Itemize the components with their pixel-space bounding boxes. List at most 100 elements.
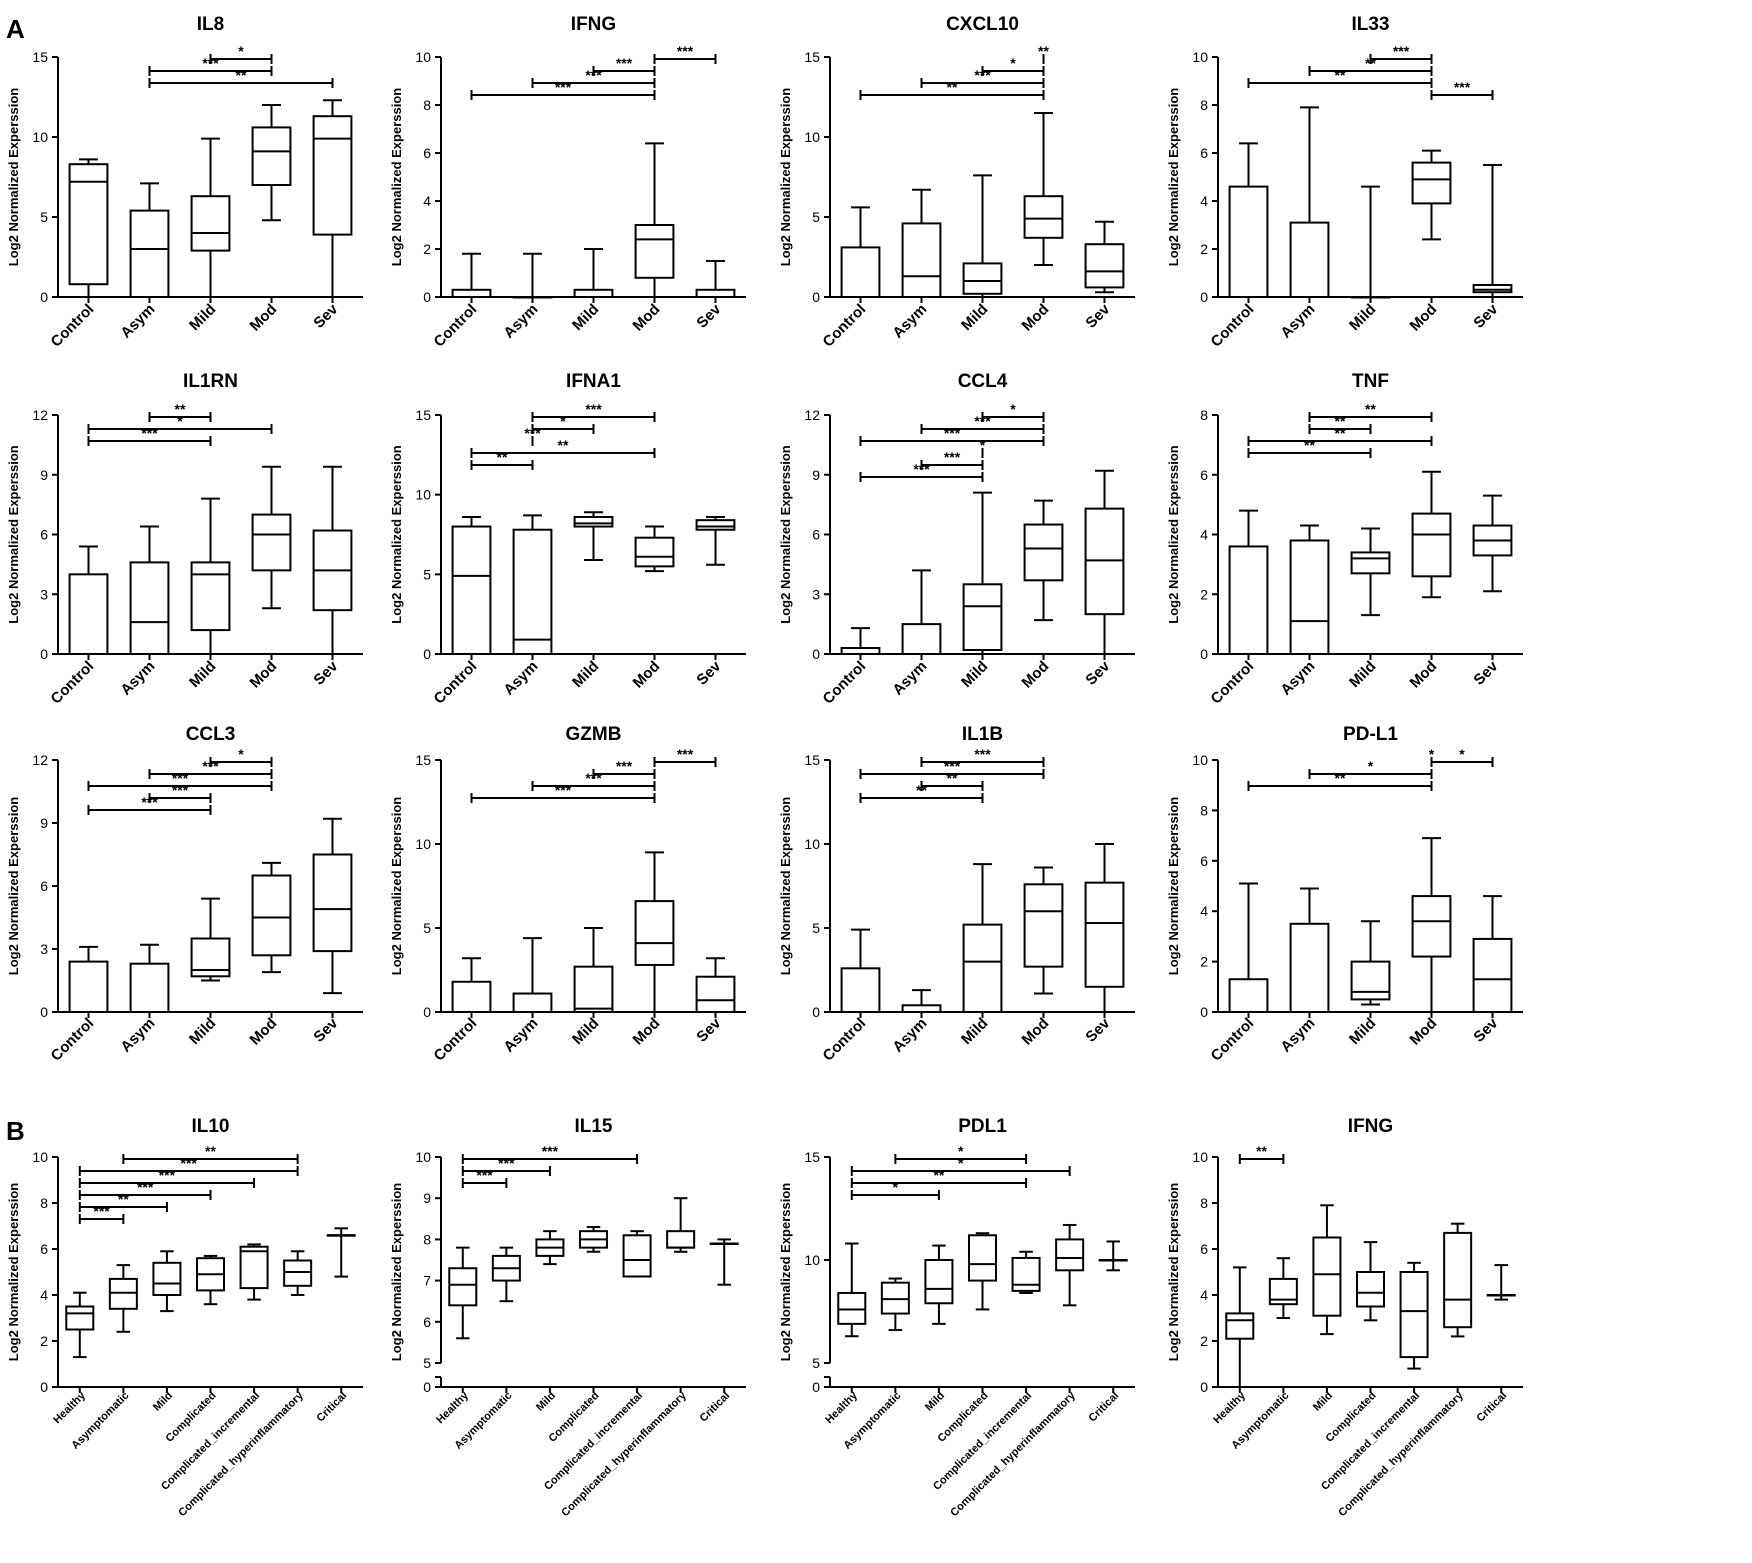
x-tick-label: Healthy: [434, 1389, 471, 1426]
box-iqr: [1023, 195, 1064, 239]
sig-label: ***: [172, 770, 189, 786]
y-axis-label: Log2 Normalized Experssion: [6, 1183, 21, 1361]
y-tick-label: 6: [812, 527, 820, 543]
box-iqr: [68, 163, 109, 286]
y-axis-label: Log2 Normalized Experssion: [778, 445, 793, 623]
x-tick-label: Mild: [569, 658, 602, 691]
y-tick-label: 6: [1200, 853, 1208, 869]
sig-label: ***: [677, 746, 694, 762]
y-axis-label: Log2 Normalized Experssion: [778, 1183, 793, 1361]
sig-label: ***: [555, 79, 572, 95]
box-iqr: [1289, 539, 1330, 655]
x-tick-label: Asym: [1277, 1015, 1318, 1056]
box-iqr: [451, 288, 492, 298]
sig-label: *: [958, 1143, 964, 1159]
x-tick-label: Control: [820, 658, 870, 708]
x-tick-label: Control: [820, 301, 870, 351]
y-tick-label: 8: [1200, 97, 1208, 113]
box-iqr: [573, 515, 614, 528]
sig-label: ***: [172, 782, 189, 798]
y-tick-label: 10: [1192, 752, 1208, 768]
box-iqr: [840, 967, 881, 1014]
y-tick-label: 0: [40, 289, 48, 305]
chart-title: IFNA1: [566, 371, 621, 392]
sig-label: ***: [181, 1155, 198, 1171]
y-tick-label: 0: [1200, 1004, 1208, 1020]
y-tick-label: 0: [40, 1379, 48, 1395]
y-axis-label: Log2 Normalized Experssion: [6, 88, 21, 266]
sig-label: **: [947, 770, 958, 786]
chart-title: IL8: [197, 14, 224, 35]
y-axis-label: Log2 Normalized Experssion: [389, 797, 404, 975]
x-tick-label: Mild: [1346, 658, 1379, 691]
y-tick-label: 2: [1200, 586, 1208, 602]
chart-il1b-10: IL1B Log2 Normalized Experssion 0 5 10 15 Cont…: [778, 724, 1135, 1065]
chart-pd-l1-11: PD-L1 Log2 Normalized Experssion 0 2 4 6 8 10 Co…: [1166, 724, 1523, 1065]
y-axis-label: Log2 Normalized Experssion: [1166, 1183, 1181, 1361]
y-tick-label: 9: [40, 815, 48, 831]
y-axis-label: Log2 Normalized Experssion: [389, 88, 404, 266]
box-iqr: [901, 623, 942, 655]
y-tick-label: 10: [804, 1252, 820, 1268]
x-tick-label: Mild: [186, 1015, 219, 1048]
x-tick-label: Mild: [958, 658, 991, 691]
x-tick-label: Mod: [1407, 658, 1441, 692]
chart-il8-0: IL8 Log2 Normalized Experssion 0 5 10 15 Contr…: [6, 14, 363, 351]
y-tick-label: 2: [40, 1333, 48, 1349]
x-tick-label: Control: [1208, 1015, 1258, 1065]
box-iqr: [1411, 512, 1452, 578]
x-tick-label: Mild: [186, 301, 219, 334]
y-tick-label: 5: [423, 1355, 431, 1371]
box-iqr: [1355, 1271, 1386, 1308]
sig-label: ***: [944, 449, 961, 465]
box-iqr: [65, 1305, 95, 1331]
sig-label: **: [933, 1167, 944, 1183]
sig-label: ***: [616, 758, 633, 774]
sig-label: *: [1010, 401, 1016, 417]
x-tick-label: Sev: [1470, 1014, 1501, 1045]
chart-title: CXCL10: [946, 14, 1019, 35]
y-tick-label: 4: [40, 1287, 48, 1303]
x-tick-label: Asym: [889, 658, 930, 699]
y-tick-label: 10: [32, 129, 48, 145]
sig-label: ***: [93, 1203, 110, 1219]
sig-label: *: [238, 746, 244, 762]
sig-label: **: [205, 1143, 216, 1159]
x-tick-label: Mod: [247, 301, 281, 335]
y-tick-label: 8: [40, 1195, 48, 1211]
x-tick-label: Critical: [314, 1390, 349, 1425]
box-iqr: [512, 992, 553, 1014]
box-iqr: [695, 288, 736, 298]
sig-label: *: [1010, 55, 1016, 71]
x-tick-label: Mod: [630, 658, 664, 692]
x-tick-label: Mod: [1407, 301, 1441, 335]
y-tick-label: 3: [40, 941, 48, 957]
x-tick-label: Asym: [1277, 658, 1318, 699]
box-iqr: [1228, 185, 1269, 299]
x-tick-label: Healthy: [1211, 1389, 1248, 1426]
sig-label: *: [893, 1179, 899, 1195]
y-tick-label: 2: [423, 241, 431, 257]
box-iqr: [962, 923, 1003, 1014]
x-tick-label: Mod: [630, 301, 664, 335]
box-iqr: [129, 962, 170, 1014]
box-iqr: [108, 1277, 138, 1310]
y-tick-label: 4: [1200, 903, 1208, 919]
box-iqr: [312, 853, 353, 953]
box-iqr: [573, 288, 614, 298]
y-tick-label: 15: [804, 1149, 820, 1165]
box-iqr: [880, 1281, 910, 1315]
box-iqr: [190, 195, 231, 252]
chart-title: IL33: [1351, 14, 1389, 35]
y-axis-label: Log2 Normalized Experssion: [1166, 445, 1181, 623]
x-tick-label: Mild: [958, 301, 991, 334]
box-iqr: [634, 224, 675, 279]
y-tick-label: 15: [415, 407, 431, 423]
sig-label: ***: [202, 758, 219, 774]
y-tick-label: 6: [423, 1314, 431, 1330]
y-tick-label: 0: [40, 646, 48, 662]
box-iqr: [283, 1259, 313, 1287]
y-tick-label: 12: [32, 752, 48, 768]
box-iqr: [1399, 1271, 1429, 1359]
y-tick-label: 0: [812, 289, 820, 305]
